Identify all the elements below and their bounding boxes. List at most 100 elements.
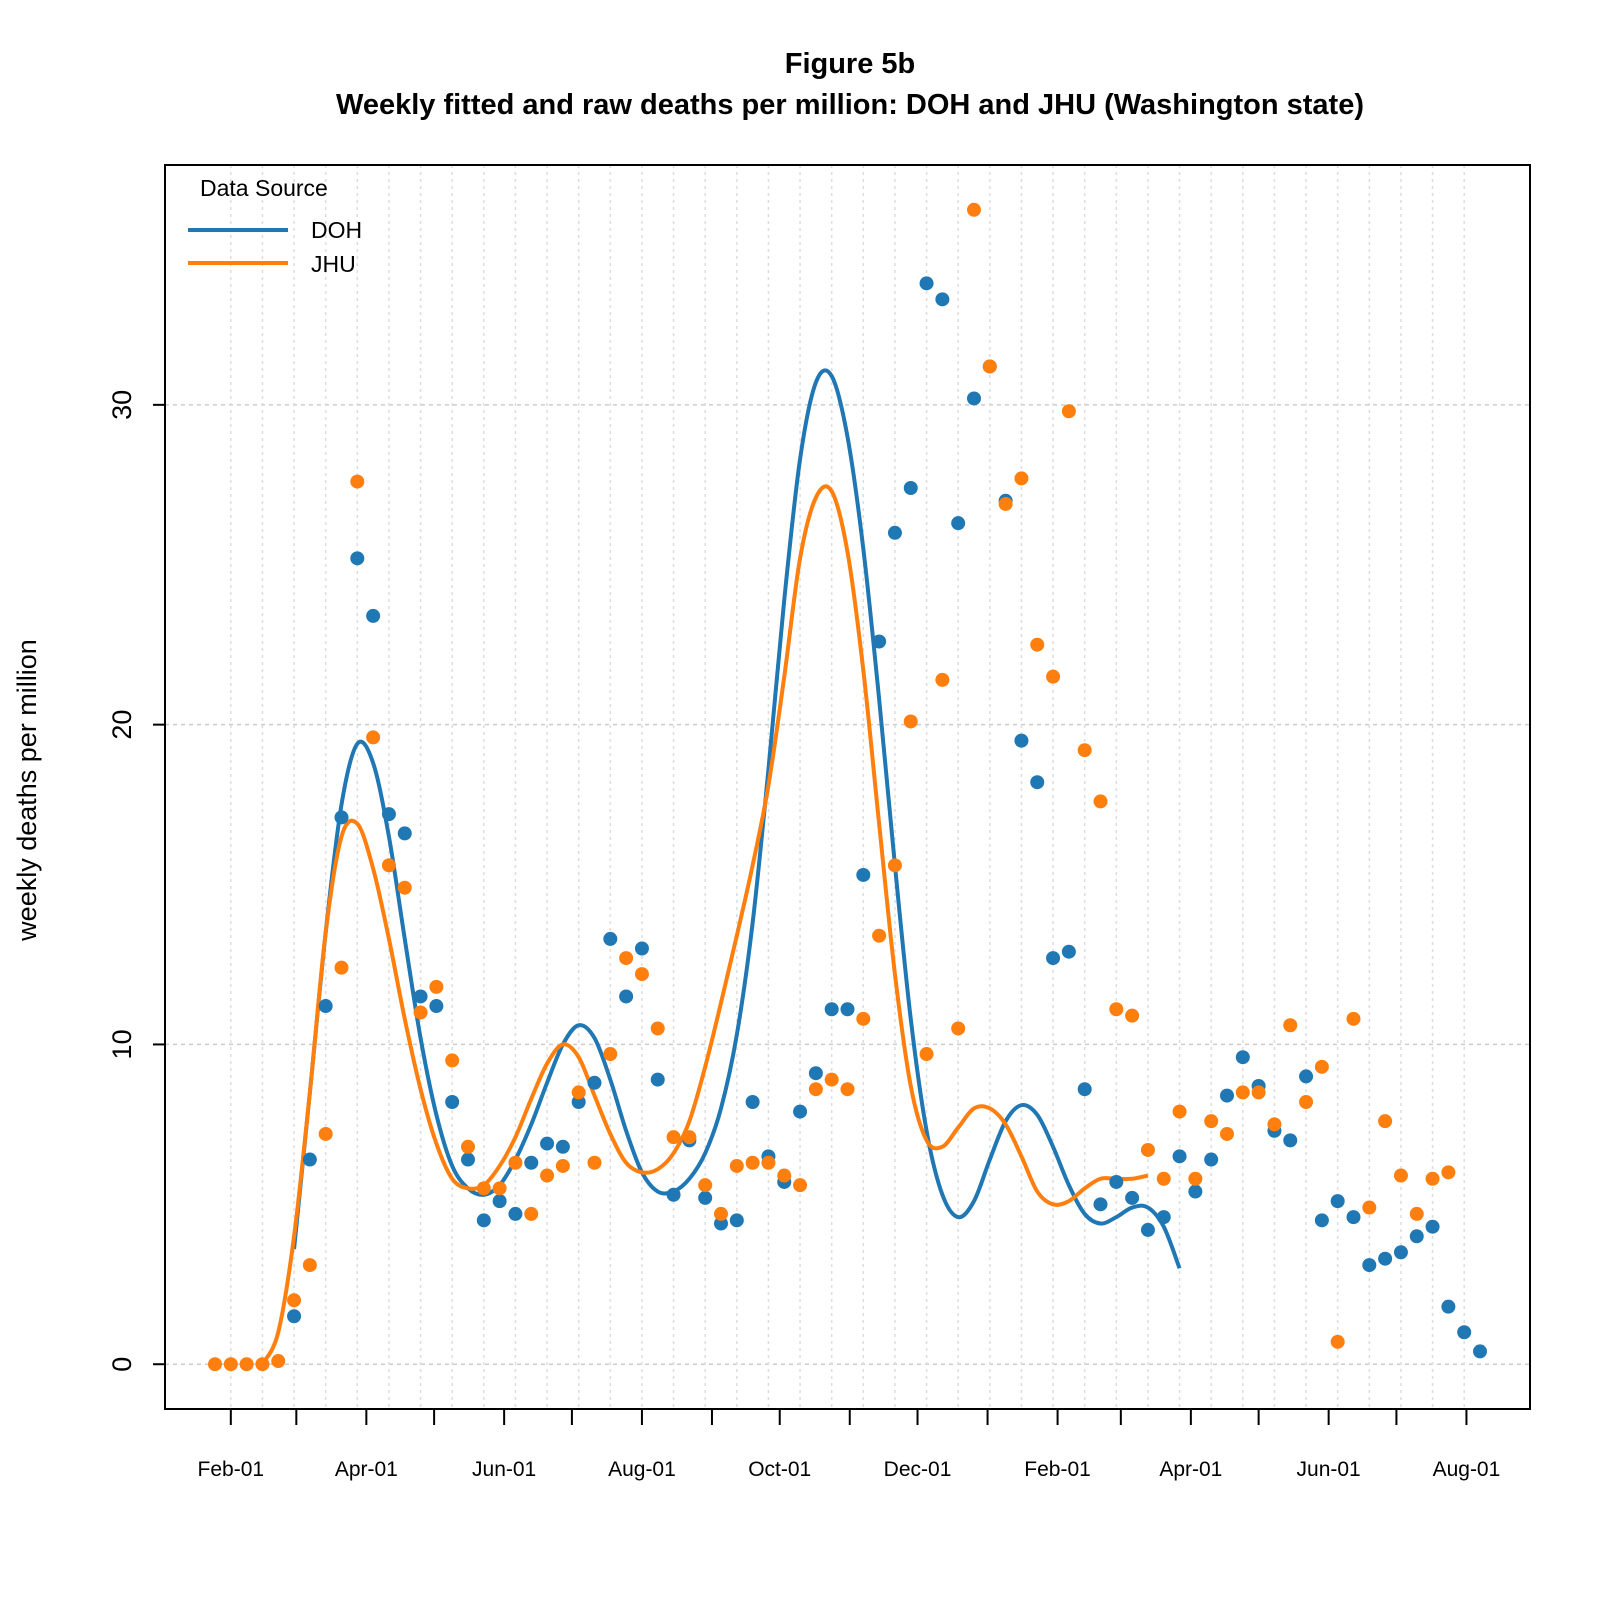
point-doh bbox=[366, 608, 381, 623]
point-doh bbox=[1330, 1194, 1345, 1209]
point-jhu bbox=[413, 1005, 428, 1020]
point-jhu bbox=[634, 967, 649, 982]
point-jhu bbox=[540, 1168, 555, 1183]
point-doh bbox=[698, 1190, 713, 1205]
point-doh bbox=[555, 1139, 570, 1154]
point-jhu bbox=[1014, 471, 1029, 486]
point-doh bbox=[524, 1155, 539, 1170]
point-jhu bbox=[856, 1011, 871, 1026]
point-doh bbox=[951, 516, 966, 531]
point-doh bbox=[1362, 1258, 1377, 1273]
x-tick-label: Aug-01 bbox=[1433, 1458, 1501, 1481]
point-doh bbox=[413, 989, 428, 1004]
point-doh bbox=[1283, 1133, 1298, 1148]
point-jhu bbox=[1109, 1002, 1124, 1017]
point-doh bbox=[935, 292, 950, 307]
point-jhu bbox=[714, 1206, 728, 1221]
legend-label-jhu: JHU bbox=[311, 251, 356, 277]
point-doh bbox=[1441, 1299, 1456, 1314]
grid bbox=[165, 165, 1530, 1409]
x-tick-label: Feb-01 bbox=[1024, 1458, 1091, 1481]
point-doh bbox=[1378, 1251, 1393, 1266]
point-jhu bbox=[524, 1206, 539, 1221]
point-jhu bbox=[1093, 794, 1108, 809]
point-jhu bbox=[1425, 1171, 1440, 1186]
point-jhu bbox=[429, 979, 444, 994]
axes: 0 10 20 30 Feb-01 Apr-01 Jun-01 Aug-01 Oct-01 Dec… bbox=[107, 390, 1500, 1481]
point-jhu bbox=[1030, 637, 1045, 652]
point-jhu bbox=[318, 1126, 333, 1141]
point-jhu bbox=[887, 858, 902, 873]
x-tick-label: Feb-01 bbox=[198, 1458, 265, 1481]
point-doh bbox=[318, 999, 333, 1014]
point-jhu bbox=[951, 1021, 966, 1036]
point-jhu bbox=[1283, 1018, 1298, 1033]
point-doh bbox=[919, 276, 934, 291]
point-doh bbox=[1030, 775, 1045, 790]
point-doh bbox=[350, 551, 365, 566]
point-doh bbox=[619, 989, 634, 1004]
point-doh bbox=[1425, 1219, 1440, 1234]
point-doh bbox=[634, 941, 649, 956]
point-jhu bbox=[903, 714, 918, 729]
point-jhu bbox=[1046, 669, 1061, 684]
point-jhu bbox=[1251, 1085, 1266, 1100]
point-jhu bbox=[1235, 1085, 1250, 1100]
point-doh bbox=[1156, 1210, 1171, 1225]
point-jhu bbox=[698, 1178, 713, 1193]
point-doh bbox=[729, 1213, 744, 1228]
point-doh bbox=[1172, 1149, 1187, 1164]
point-doh bbox=[666, 1187, 681, 1202]
point-doh bbox=[492, 1194, 507, 1209]
point-jhu bbox=[445, 1053, 460, 1068]
point-doh bbox=[1473, 1344, 1487, 1359]
point-doh bbox=[476, 1213, 491, 1228]
point-doh bbox=[745, 1094, 760, 1109]
point-jhu bbox=[1393, 1168, 1408, 1183]
point-jhu bbox=[1330, 1334, 1345, 1349]
point-jhu bbox=[1172, 1104, 1187, 1119]
x-tick-label: Oct-01 bbox=[748, 1458, 811, 1481]
point-jhu bbox=[666, 1130, 681, 1145]
point-doh bbox=[1188, 1184, 1203, 1199]
x-tick-label: Apr-01 bbox=[335, 1458, 398, 1481]
point-doh bbox=[1077, 1082, 1092, 1097]
point-doh bbox=[1140, 1222, 1155, 1237]
point-jhu bbox=[1077, 743, 1092, 758]
point-jhu bbox=[571, 1085, 586, 1100]
point-doh bbox=[714, 1216, 728, 1231]
fitted-line-jhu bbox=[260, 484, 1149, 1366]
x-tick-label: Apr-01 bbox=[1159, 1458, 1222, 1481]
data-points bbox=[208, 202, 1487, 1372]
point-doh bbox=[334, 810, 349, 825]
point-doh bbox=[429, 999, 444, 1014]
point-jhu bbox=[366, 730, 381, 745]
point-doh bbox=[1393, 1245, 1408, 1260]
plot-frame bbox=[164, 164, 1531, 1410]
point-doh bbox=[840, 1002, 855, 1017]
y-tick-label: 30 bbox=[107, 390, 137, 420]
point-jhu bbox=[381, 858, 396, 873]
point-jhu bbox=[587, 1155, 602, 1170]
point-jhu bbox=[1314, 1059, 1329, 1074]
point-jhu bbox=[1299, 1094, 1314, 1109]
point-jhu bbox=[777, 1168, 792, 1183]
point-jhu bbox=[287, 1293, 302, 1308]
point-doh bbox=[1314, 1213, 1329, 1228]
point-jhu bbox=[919, 1047, 934, 1062]
point-jhu bbox=[508, 1155, 523, 1170]
point-doh bbox=[381, 807, 396, 822]
x-tick-label: Jun-01 bbox=[472, 1458, 536, 1481]
legend: Data Source DOH JHU bbox=[188, 175, 362, 277]
point-doh bbox=[1125, 1190, 1140, 1205]
point-jhu bbox=[872, 928, 887, 943]
point-jhu bbox=[271, 1354, 286, 1369]
point-jhu bbox=[840, 1082, 855, 1097]
point-jhu bbox=[302, 1258, 317, 1273]
point-doh bbox=[887, 525, 902, 540]
point-jhu bbox=[1220, 1126, 1234, 1141]
point-jhu bbox=[761, 1155, 776, 1170]
point-doh bbox=[650, 1072, 665, 1087]
point-doh bbox=[1409, 1229, 1424, 1244]
